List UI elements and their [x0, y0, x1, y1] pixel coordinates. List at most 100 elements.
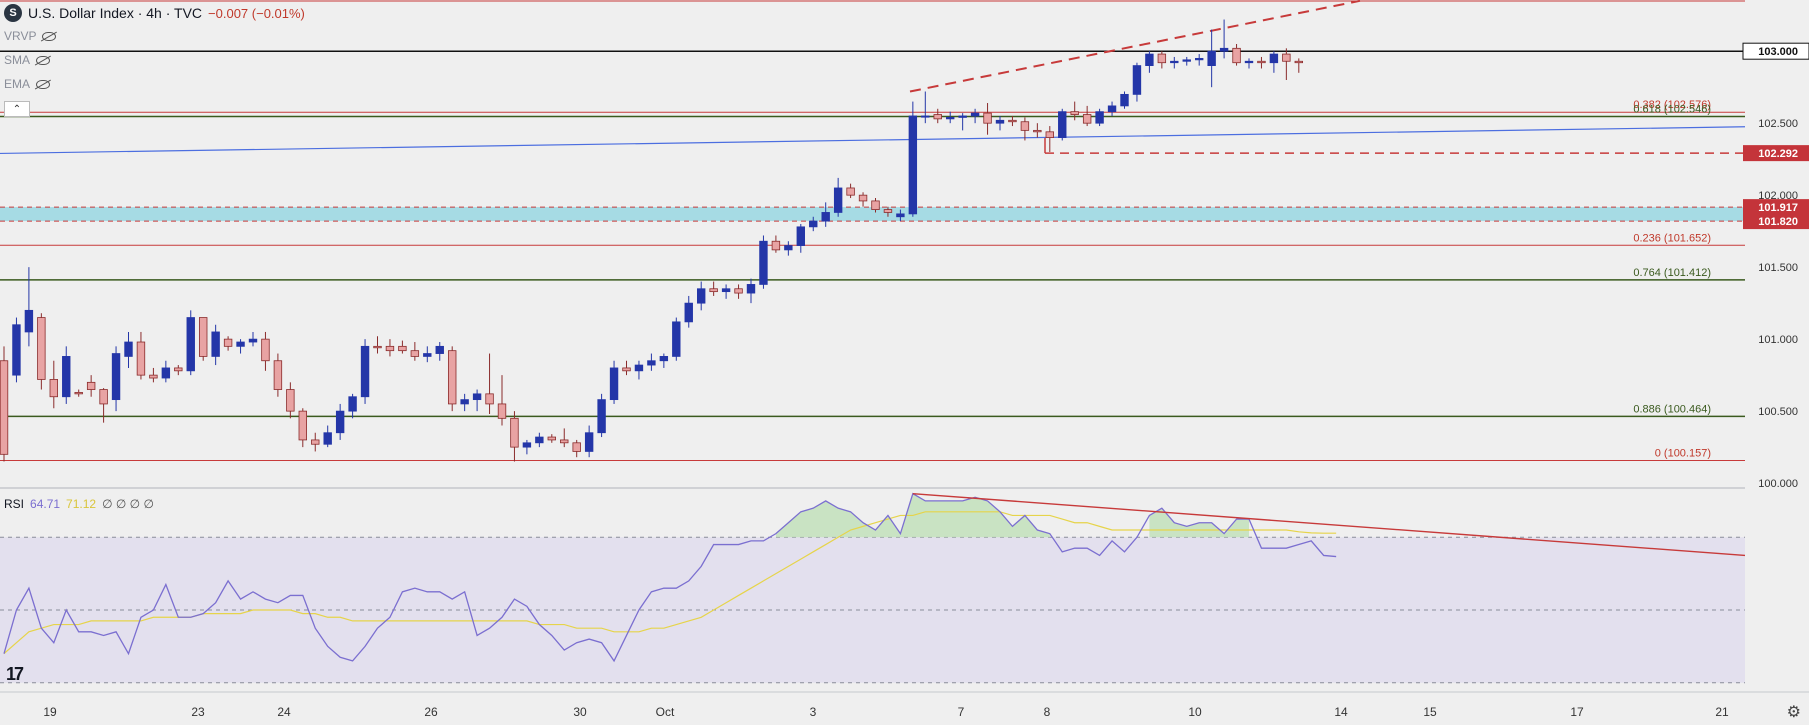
eye-hidden-icon[interactable] — [36, 55, 51, 65]
candle[interactable] — [871, 200, 880, 210]
gear-icon[interactable]: ⚙ — [1786, 704, 1801, 721]
candle[interactable] — [771, 240, 781, 251]
candle[interactable] — [1082, 114, 1092, 124]
candle[interactable] — [497, 403, 507, 419]
candle[interactable] — [136, 341, 146, 376]
indicator-ema[interactable]: EMA — [4, 77, 51, 91]
candle[interactable] — [174, 367, 183, 372]
candle[interactable] — [995, 119, 1005, 124]
candle[interactable] — [74, 392, 83, 395]
candle[interactable] — [510, 417, 519, 448]
candle[interactable] — [697, 288, 706, 304]
candle[interactable] — [223, 338, 233, 347]
candle[interactable] — [124, 341, 133, 357]
price-label-box[interactable] — [1742, 42, 1809, 60]
price-label-box[interactable] — [1743, 199, 1809, 216]
candle[interactable] — [99, 389, 108, 405]
candle[interactable] — [921, 115, 930, 118]
candle[interactable] — [447, 350, 457, 405]
candle[interactable] — [547, 436, 556, 441]
candle[interactable] — [883, 209, 893, 213]
candle[interactable] — [821, 212, 830, 222]
resistance-trend-line[interactable] — [909, 0, 1361, 93]
symbol-icon[interactable]: S — [4, 4, 22, 22]
candle[interactable] — [37, 317, 46, 380]
candle[interactable] — [1120, 93, 1129, 107]
candle[interactable] — [1182, 59, 1191, 62]
candle[interactable] — [535, 436, 544, 444]
candle[interactable] — [410, 350, 420, 357]
candle[interactable] — [634, 364, 644, 372]
candle[interactable] — [49, 379, 58, 398]
candle[interactable] — [1195, 57, 1204, 61]
rsi-line[interactable] — [3, 492, 1337, 663]
tradingview-logo[interactable]: 17 — [6, 664, 24, 684]
candle[interactable] — [1282, 53, 1291, 62]
candle[interactable] — [1132, 65, 1142, 95]
chevron-up-icon[interactable]: ⌃ — [4, 101, 30, 117]
candle[interactable] — [946, 117, 955, 120]
candle[interactable] — [1257, 60, 1266, 64]
candle[interactable] — [161, 367, 171, 379]
candle[interactable] — [560, 439, 569, 444]
candle[interactable] — [1033, 129, 1042, 133]
candle[interactable] — [273, 360, 283, 390]
candle[interactable] — [684, 302, 693, 323]
candle[interactable] — [672, 321, 681, 357]
candle[interactable] — [24, 309, 34, 333]
candle[interactable] — [373, 345, 382, 349]
candle[interactable] — [1045, 131, 1054, 138]
candle[interactable] — [1107, 105, 1117, 113]
candle[interactable] — [759, 240, 768, 285]
candle[interactable] — [211, 331, 220, 357]
candle[interactable] — [572, 442, 581, 452]
candle[interactable] — [1070, 111, 1079, 115]
candle[interactable] — [360, 345, 370, 398]
price-label-box[interactable] — [1743, 213, 1809, 230]
candle[interactable] — [622, 367, 631, 372]
candle[interactable] — [647, 360, 656, 366]
candle[interactable] — [111, 353, 121, 401]
candle[interactable] — [186, 317, 195, 372]
candle[interactable] — [908, 115, 918, 215]
candle[interactable] — [970, 112, 980, 117]
candle[interactable] — [1170, 60, 1179, 64]
candle[interactable] — [423, 353, 432, 357]
candle[interactable] — [435, 345, 444, 354]
price-axis[interactable] — [1745, 0, 1809, 710]
candle[interactable] — [0, 360, 9, 455]
rsi-trend-line[interactable] — [912, 492, 1746, 557]
candle[interactable] — [833, 187, 843, 213]
candle[interactable] — [335, 410, 345, 434]
candle[interactable] — [746, 284, 756, 294]
candle[interactable] — [809, 220, 818, 228]
candle[interactable] — [958, 115, 967, 118]
candle[interactable] — [348, 396, 357, 412]
candle[interactable] — [709, 288, 718, 293]
candle[interactable] — [784, 245, 793, 251]
indicator-vrvp[interactable]: VRVP — [4, 29, 57, 43]
candle[interactable] — [584, 432, 594, 452]
candle[interactable] — [858, 194, 868, 202]
candle[interactable] — [1219, 47, 1229, 52]
candle[interactable] — [1244, 60, 1254, 64]
candle[interactable] — [796, 226, 805, 246]
support-zone[interactable] — [0, 207, 1745, 222]
candle[interactable] — [398, 345, 407, 352]
candle[interactable] — [311, 439, 320, 445]
candle[interactable] — [659, 356, 669, 362]
chart-title[interactable]: U.S. Dollar Index · 4h · TVC — [28, 5, 203, 21]
candle[interactable] — [198, 317, 208, 357]
candle[interactable] — [86, 381, 96, 390]
candle[interactable] — [721, 288, 731, 293]
candle[interactable] — [1095, 111, 1104, 124]
candle[interactable] — [323, 432, 332, 445]
candle[interactable] — [846, 187, 855, 196]
candle[interactable] — [896, 213, 905, 218]
candle[interactable] — [1157, 53, 1167, 64]
price-label-box[interactable] — [1743, 145, 1809, 162]
rsi-ma-line[interactable] — [3, 511, 1337, 655]
eye-hidden-icon[interactable] — [42, 31, 57, 41]
candle[interactable] — [248, 338, 258, 343]
